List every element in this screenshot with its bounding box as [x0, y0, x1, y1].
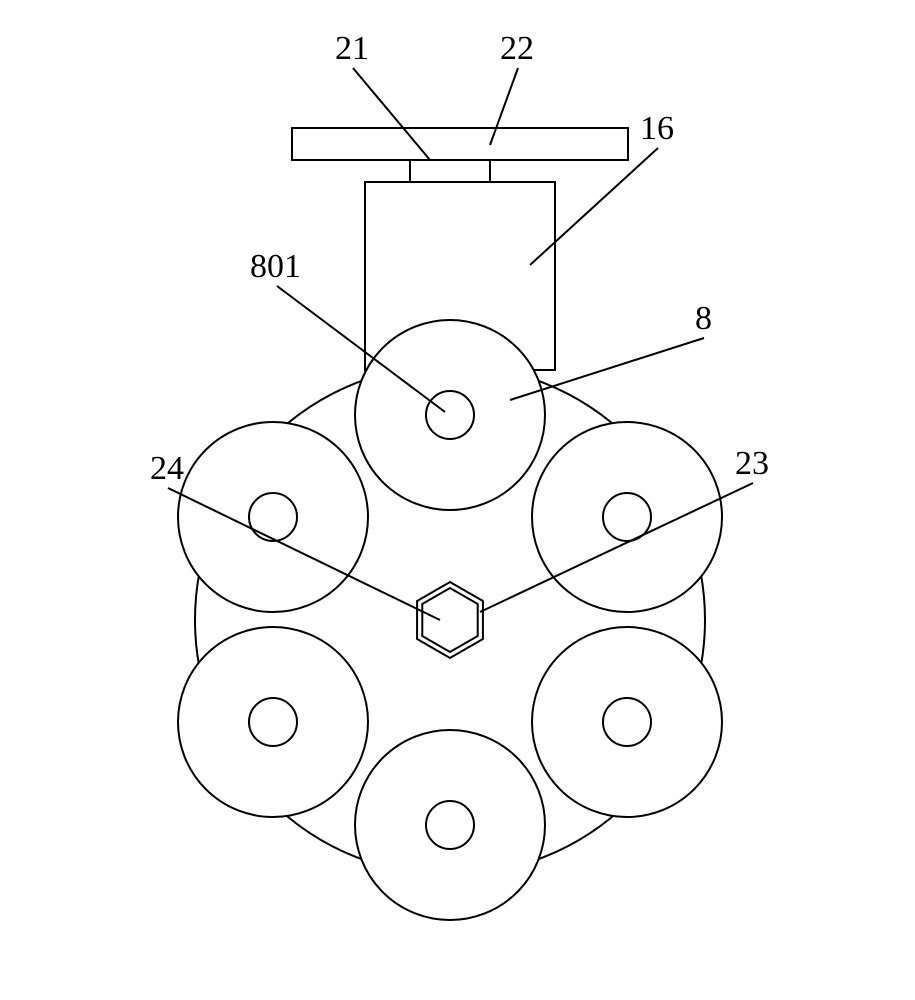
label-8: 8: [695, 300, 712, 338]
leader-line-22: [490, 68, 518, 145]
disc-hole-outer-4: [178, 627, 368, 817]
disc-hole-outer-2: [532, 627, 722, 817]
label-22: 22: [500, 30, 534, 68]
disc-hole-outer-5: [178, 422, 368, 612]
label-23: 23: [735, 445, 769, 483]
disc-hole-outer-3: [355, 730, 545, 920]
technical-diagram: [0, 0, 915, 1000]
disc-hole-outer-1: [532, 422, 722, 612]
label-16: 16: [640, 110, 674, 148]
stem: [410, 160, 490, 182]
label-21: 21: [335, 30, 369, 68]
label-801: 801: [250, 248, 301, 286]
label-24: 24: [150, 450, 184, 488]
leader-line-21: [353, 68, 430, 160]
top-plate: [292, 128, 628, 160]
disc-hole-outer-0: [355, 320, 545, 510]
